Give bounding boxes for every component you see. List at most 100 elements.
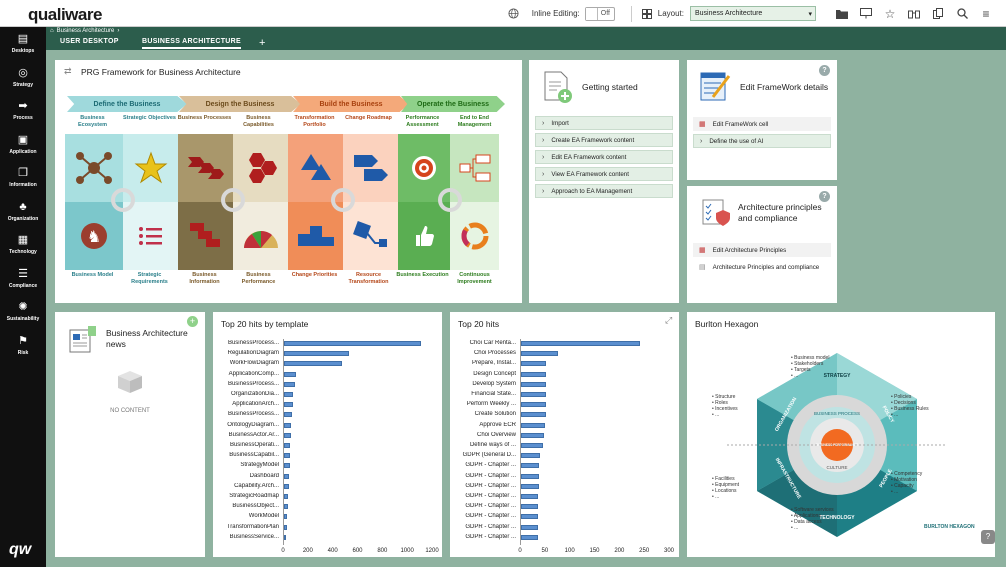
- menu-approach-ea[interactable]: › Approach to EA Management: [535, 184, 673, 198]
- framework-top-caption-3[interactable]: Business Capabilities: [243, 115, 274, 128]
- bar[interactable]: [521, 463, 540, 469]
- framework-top-caption-5[interactable]: Change Roadmap: [345, 115, 392, 121]
- folder-icon[interactable]: [830, 0, 854, 27]
- bar[interactable]: [521, 381, 546, 387]
- inline-editing-toggle[interactable]: Off: [584, 6, 615, 21]
- bar[interactable]: [284, 534, 287, 540]
- bar[interactable]: [284, 483, 289, 489]
- bar[interactable]: [521, 432, 545, 438]
- bar[interactable]: [284, 351, 349, 357]
- expand-icon[interactable]: ⤢: [665, 315, 673, 325]
- bar[interactable]: [521, 504, 539, 510]
- cell-business-execution[interactable]: [398, 202, 450, 270]
- search-icon[interactable]: [950, 0, 974, 27]
- framework-bottom-caption-4[interactable]: Change Priorities: [291, 272, 338, 278]
- bar[interactable]: [284, 494, 289, 499]
- bar[interactable]: [521, 453, 540, 459]
- framework-bottom-caption-7[interactable]: Continuous Improvement: [457, 272, 492, 285]
- bar[interactable]: [284, 473, 289, 479]
- cell-strategic-requirements[interactable]: [123, 202, 178, 270]
- nav-technology[interactable]: ▦ Technology: [0, 228, 46, 262]
- cell-business-model[interactable]: ♞: [65, 202, 123, 270]
- framework-top-caption-0[interactable]: Business Ecosystem: [77, 115, 108, 128]
- star-icon[interactable]: ☆: [884, 6, 896, 21]
- cell-ecosystem[interactable]: [65, 134, 123, 202]
- bar[interactable]: [284, 432, 291, 438]
- framework-top-caption-1[interactable]: Strategic Objectives: [123, 115, 176, 121]
- framework-bottom-caption-2[interactable]: Business Information: [189, 272, 220, 285]
- bar[interactable]: [284, 443, 291, 448]
- menu-create-ea[interactable]: › Create EA Framework content: [535, 133, 673, 147]
- nav-process[interactable]: ➡ Process: [0, 94, 46, 128]
- bar[interactable]: [284, 504, 288, 510]
- bar[interactable]: [521, 534, 539, 540]
- cell-business-capabilities[interactable]: [233, 134, 288, 202]
- bar[interactable]: [521, 361, 546, 367]
- bar[interactable]: [521, 483, 539, 489]
- nav-information[interactable]: ❐ Information: [0, 161, 46, 195]
- band-design[interactable]: Design the Business: [179, 96, 301, 112]
- bar[interactable]: [521, 422, 545, 428]
- bar[interactable]: [521, 443, 544, 448]
- bar[interactable]: [284, 524, 288, 530]
- bar[interactable]: [284, 463, 290, 469]
- menu-import[interactable]: › Import: [535, 116, 673, 130]
- binoculars-icon[interactable]: [902, 0, 926, 27]
- framework-top-caption-7[interactable]: End to End Management: [457, 115, 492, 128]
- bar[interactable]: [284, 392, 294, 397]
- bar[interactable]: [284, 371, 296, 377]
- nav-desktops[interactable]: ▤ Desktops: [0, 27, 46, 61]
- menu-define-ai[interactable]: › Define the use of AI: [693, 134, 831, 148]
- bar[interactable]: [284, 412, 293, 418]
- tab-business-architecture[interactable]: BUSINESS ARCHITECTURE: [142, 38, 241, 49]
- help-icon[interactable]: ?: [819, 65, 830, 76]
- bar[interactable]: [521, 371, 546, 377]
- menu-view-ea[interactable]: › View EA Framework content: [535, 167, 673, 181]
- help-icon[interactable]: ?: [819, 191, 830, 202]
- band-build[interactable]: Build the Business: [293, 96, 409, 112]
- menu-edit-ea[interactable]: › Edit EA Framework content: [535, 150, 673, 164]
- bar[interactable]: [284, 361, 343, 367]
- layout-select[interactable]: Business Architecture ▾: [690, 6, 816, 21]
- add-tab-button[interactable]: +: [259, 37, 266, 49]
- nav-application[interactable]: ▣ Application: [0, 128, 46, 162]
- cell-business-performance[interactable]: [233, 202, 288, 270]
- menu-edit-framework-cell[interactable]: ▦ Edit FrameWork cell: [693, 117, 831, 131]
- nav-sustainability[interactable]: ✺ Sustainability: [0, 295, 46, 329]
- framework-title[interactable]: PRG Framework for Business Architecture: [81, 67, 241, 77]
- copy-icon[interactable]: [926, 0, 950, 27]
- globe-icon[interactable]: [502, 0, 526, 27]
- bar[interactable]: [284, 453, 291, 459]
- framework-bottom-caption-0[interactable]: Business Model: [71, 272, 114, 278]
- bar[interactable]: [284, 402, 293, 408]
- framework-top-caption-6[interactable]: Performance Assessment: [405, 115, 440, 128]
- add-icon[interactable]: +: [187, 316, 198, 327]
- bar[interactable]: [521, 341, 641, 346]
- cell-change-roadmap[interactable]: [343, 134, 398, 202]
- framework-bottom-caption-3[interactable]: Business Performance: [241, 272, 276, 285]
- cell-continuous-improvement[interactable]: [450, 202, 499, 270]
- nav-strategy[interactable]: ◎ Strategy: [0, 61, 46, 95]
- tab-user-desktop[interactable]: USER DESKTOP: [60, 38, 119, 45]
- cell-business-information[interactable]: [178, 202, 233, 270]
- framework-top-caption-4[interactable]: Transformation Portfolio: [294, 115, 335, 128]
- bar[interactable]: [521, 494, 539, 499]
- help-icon[interactable]: ?: [981, 530, 995, 544]
- nav-compliance[interactable]: ☰ Compliance: [0, 262, 46, 296]
- bar[interactable]: [284, 514, 288, 520]
- bar[interactable]: [521, 524, 539, 530]
- menu-principles-compliance[interactable]: ▤ Architecture Principles and compliance: [693, 260, 831, 274]
- bar[interactable]: [284, 381, 295, 387]
- bar[interactable]: [521, 351, 559, 357]
- qualiware-logo[interactable]: qualiware: [28, 5, 102, 24]
- bar[interactable]: [521, 392, 546, 397]
- nav-risk[interactable]: ⚑ Risk: [0, 329, 46, 363]
- framework-bottom-caption-6[interactable]: Business Execution: [396, 272, 449, 278]
- bar[interactable]: [521, 412, 546, 418]
- menu-edit-principles[interactable]: ▦ Edit Architecture Principles: [693, 243, 831, 257]
- burlton-hexagon-diagram[interactable]: STRATEGY POLICY PEOPLE TECHNOLOGY INFRAS…: [687, 312, 995, 557]
- band-operate[interactable]: Operate the Business: [401, 96, 505, 112]
- framework-top-caption-2[interactable]: Business Processes: [177, 115, 232, 121]
- bar[interactable]: [284, 341, 421, 346]
- framework-bottom-caption-5[interactable]: Resource Transformation: [348, 272, 389, 285]
